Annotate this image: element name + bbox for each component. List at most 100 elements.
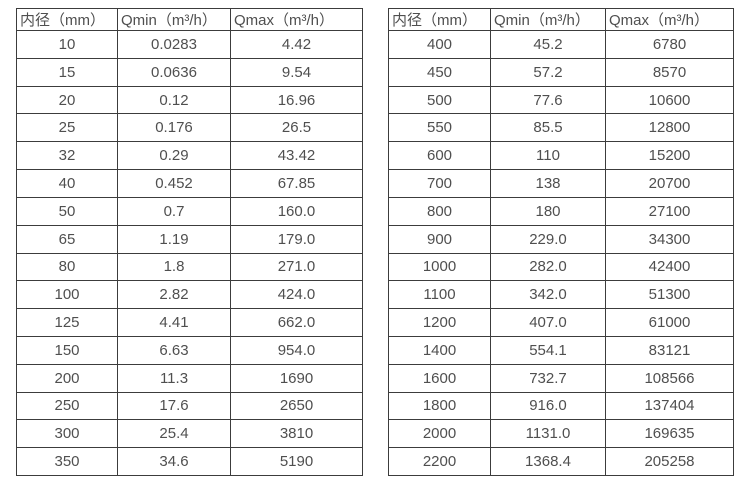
diameter-cell: 125: [16, 308, 118, 337]
table-row: 800 180 27100: [388, 196, 734, 226]
diameter-cell: 65: [16, 224, 118, 254]
diameter-cell: 400: [388, 30, 491, 59]
table-row: 200 11.3 1690: [16, 363, 363, 393]
table-row: 40 0.452 67.85: [16, 169, 363, 198]
table-row: 350 34.6 5190: [16, 447, 363, 476]
qmin-cell: 34.6: [117, 447, 231, 476]
qmax-cell: 9.54: [230, 57, 363, 87]
qmin-cell: 1.8: [117, 252, 231, 282]
qmin-cell: 342.0: [490, 280, 606, 310]
qmax-cell: 108566: [605, 363, 734, 393]
table-row: 1600 732.7 108566: [388, 363, 734, 393]
qmin-cell: 0.29: [117, 141, 231, 171]
diameter-cell: 600: [388, 141, 491, 171]
table-row: 20 0.12 16.96: [16, 85, 363, 115]
diameter-cell: 10: [16, 30, 118, 59]
diameter-cell: 250: [16, 391, 118, 421]
qmin-cell: 110: [490, 141, 606, 171]
qmin-cell: 0.0283: [117, 30, 231, 59]
diameter-cell: 1400: [388, 335, 491, 365]
qmax-cell: 27100: [605, 196, 734, 226]
qmin-cell: 229.0: [490, 224, 606, 254]
table-row: 150 6.63 954.0: [16, 335, 363, 365]
qmax-cell: 15200: [605, 141, 734, 171]
table-row: 25 0.176 26.5: [16, 113, 363, 143]
qmax-cell: 12800: [605, 113, 734, 143]
diameter-cell: 80: [16, 252, 118, 282]
diameter-cell: 1800: [388, 391, 491, 421]
table-row: 550 85.5 12800: [388, 113, 734, 143]
qmin-cell: 2.82: [117, 280, 231, 310]
table-row: 50 0.7 160.0: [16, 196, 363, 226]
table-row: 600 110 15200: [388, 141, 734, 171]
table-body: 10 0.0283 4.42 15 0.0636 9.54 20 0.12 16.96 25 0.1…: [16, 30, 363, 476]
table-row: 80 1.8 271.0: [16, 252, 363, 282]
qmin-cell: 0.0636: [117, 57, 231, 87]
diameter-cell: 25: [16, 113, 118, 143]
table-row: 300 25.4 3810: [16, 419, 363, 449]
qmax-cell: 20700: [605, 169, 734, 198]
diameter-header-cell: 内径（mm）: [388, 8, 491, 31]
diameter-cell: 2000: [388, 419, 491, 449]
diameter-cell: 150: [16, 335, 118, 365]
qmax-cell: 271.0: [230, 252, 363, 282]
qmax-header-cell: Qmax（m³/h）: [605, 8, 734, 31]
qmin-cell: 6.63: [117, 335, 231, 365]
table-row: 900 229.0 34300: [388, 224, 734, 254]
qmax-cell: 51300: [605, 280, 734, 310]
table-row: 1200 407.0 61000: [388, 308, 734, 337]
qmin-cell: 4.41: [117, 308, 231, 337]
table-row: 2200 1368.4 205258: [388, 447, 734, 476]
table-row: 10 0.0283 4.42: [16, 30, 363, 59]
table-row: 内径（mm） Qmin（m³/h） Qmax（m³/h）: [388, 8, 734, 31]
qmax-cell: 954.0: [230, 335, 363, 365]
qmax-cell: 179.0: [230, 224, 363, 254]
table-row: 250 17.6 2650: [16, 391, 363, 421]
qmax-cell: 4.42: [230, 30, 363, 59]
qmin-cell: 1368.4: [490, 447, 606, 476]
qmax-header-cell: Qmax（m³/h）: [230, 8, 363, 31]
diameter-cell: 500: [388, 85, 491, 115]
table-row: 32 0.29 43.42: [16, 141, 363, 171]
diameter-cell: 900: [388, 224, 491, 254]
table-row: 65 1.19 179.0: [16, 224, 363, 254]
table-header-row: 内径（mm） Qmin（m³/h） Qmax（m³/h）: [388, 8, 734, 31]
qmin-cell: 57.2: [490, 57, 606, 87]
table-row: 1400 554.1 83121: [388, 335, 734, 365]
qmax-cell: 205258: [605, 447, 734, 476]
qmin-header-cell: Qmin（m³/h）: [117, 8, 231, 31]
table-row: 15 0.0636 9.54: [16, 57, 363, 87]
table-row: 100 2.82 424.0: [16, 280, 363, 310]
qmin-cell: 282.0: [490, 252, 606, 282]
qmax-cell: 2650: [230, 391, 363, 421]
qmin-cell: 1.19: [117, 224, 231, 254]
diameter-cell: 1600: [388, 363, 491, 393]
qmax-cell: 34300: [605, 224, 734, 254]
qmin-cell: 916.0: [490, 391, 606, 421]
qmin-cell: 0.176: [117, 113, 231, 143]
diameter-cell: 350: [16, 447, 118, 476]
qmin-header-cell: Qmin（m³/h）: [490, 8, 606, 31]
qmax-cell: 169635: [605, 419, 734, 449]
qmin-cell: 0.12: [117, 85, 231, 115]
diameter-cell: 40: [16, 169, 118, 198]
diameter-cell: 32: [16, 141, 118, 171]
diameter-cell: 300: [16, 419, 118, 449]
table-row: 1000 282.0 42400: [388, 252, 734, 282]
table-row: 500 77.6 10600: [388, 85, 734, 115]
qmin-cell: 554.1: [490, 335, 606, 365]
qmax-cell: 26.5: [230, 113, 363, 143]
table-row: 450 57.2 8570: [388, 57, 734, 87]
qmax-cell: 43.42: [230, 141, 363, 171]
table-header-row: 内径（mm） Qmin（m³/h） Qmax（m³/h）: [16, 8, 363, 31]
table-row: 125 4.41 662.0: [16, 308, 363, 337]
qmax-cell: 1690: [230, 363, 363, 393]
diameter-cell: 100: [16, 280, 118, 310]
qmax-cell: 5190: [230, 447, 363, 476]
qmax-cell: 424.0: [230, 280, 363, 310]
qmin-cell: 77.6: [490, 85, 606, 115]
diameter-cell: 15: [16, 57, 118, 87]
qmax-cell: 160.0: [230, 196, 363, 226]
diameter-header-cell: 内径（mm）: [16, 8, 118, 31]
